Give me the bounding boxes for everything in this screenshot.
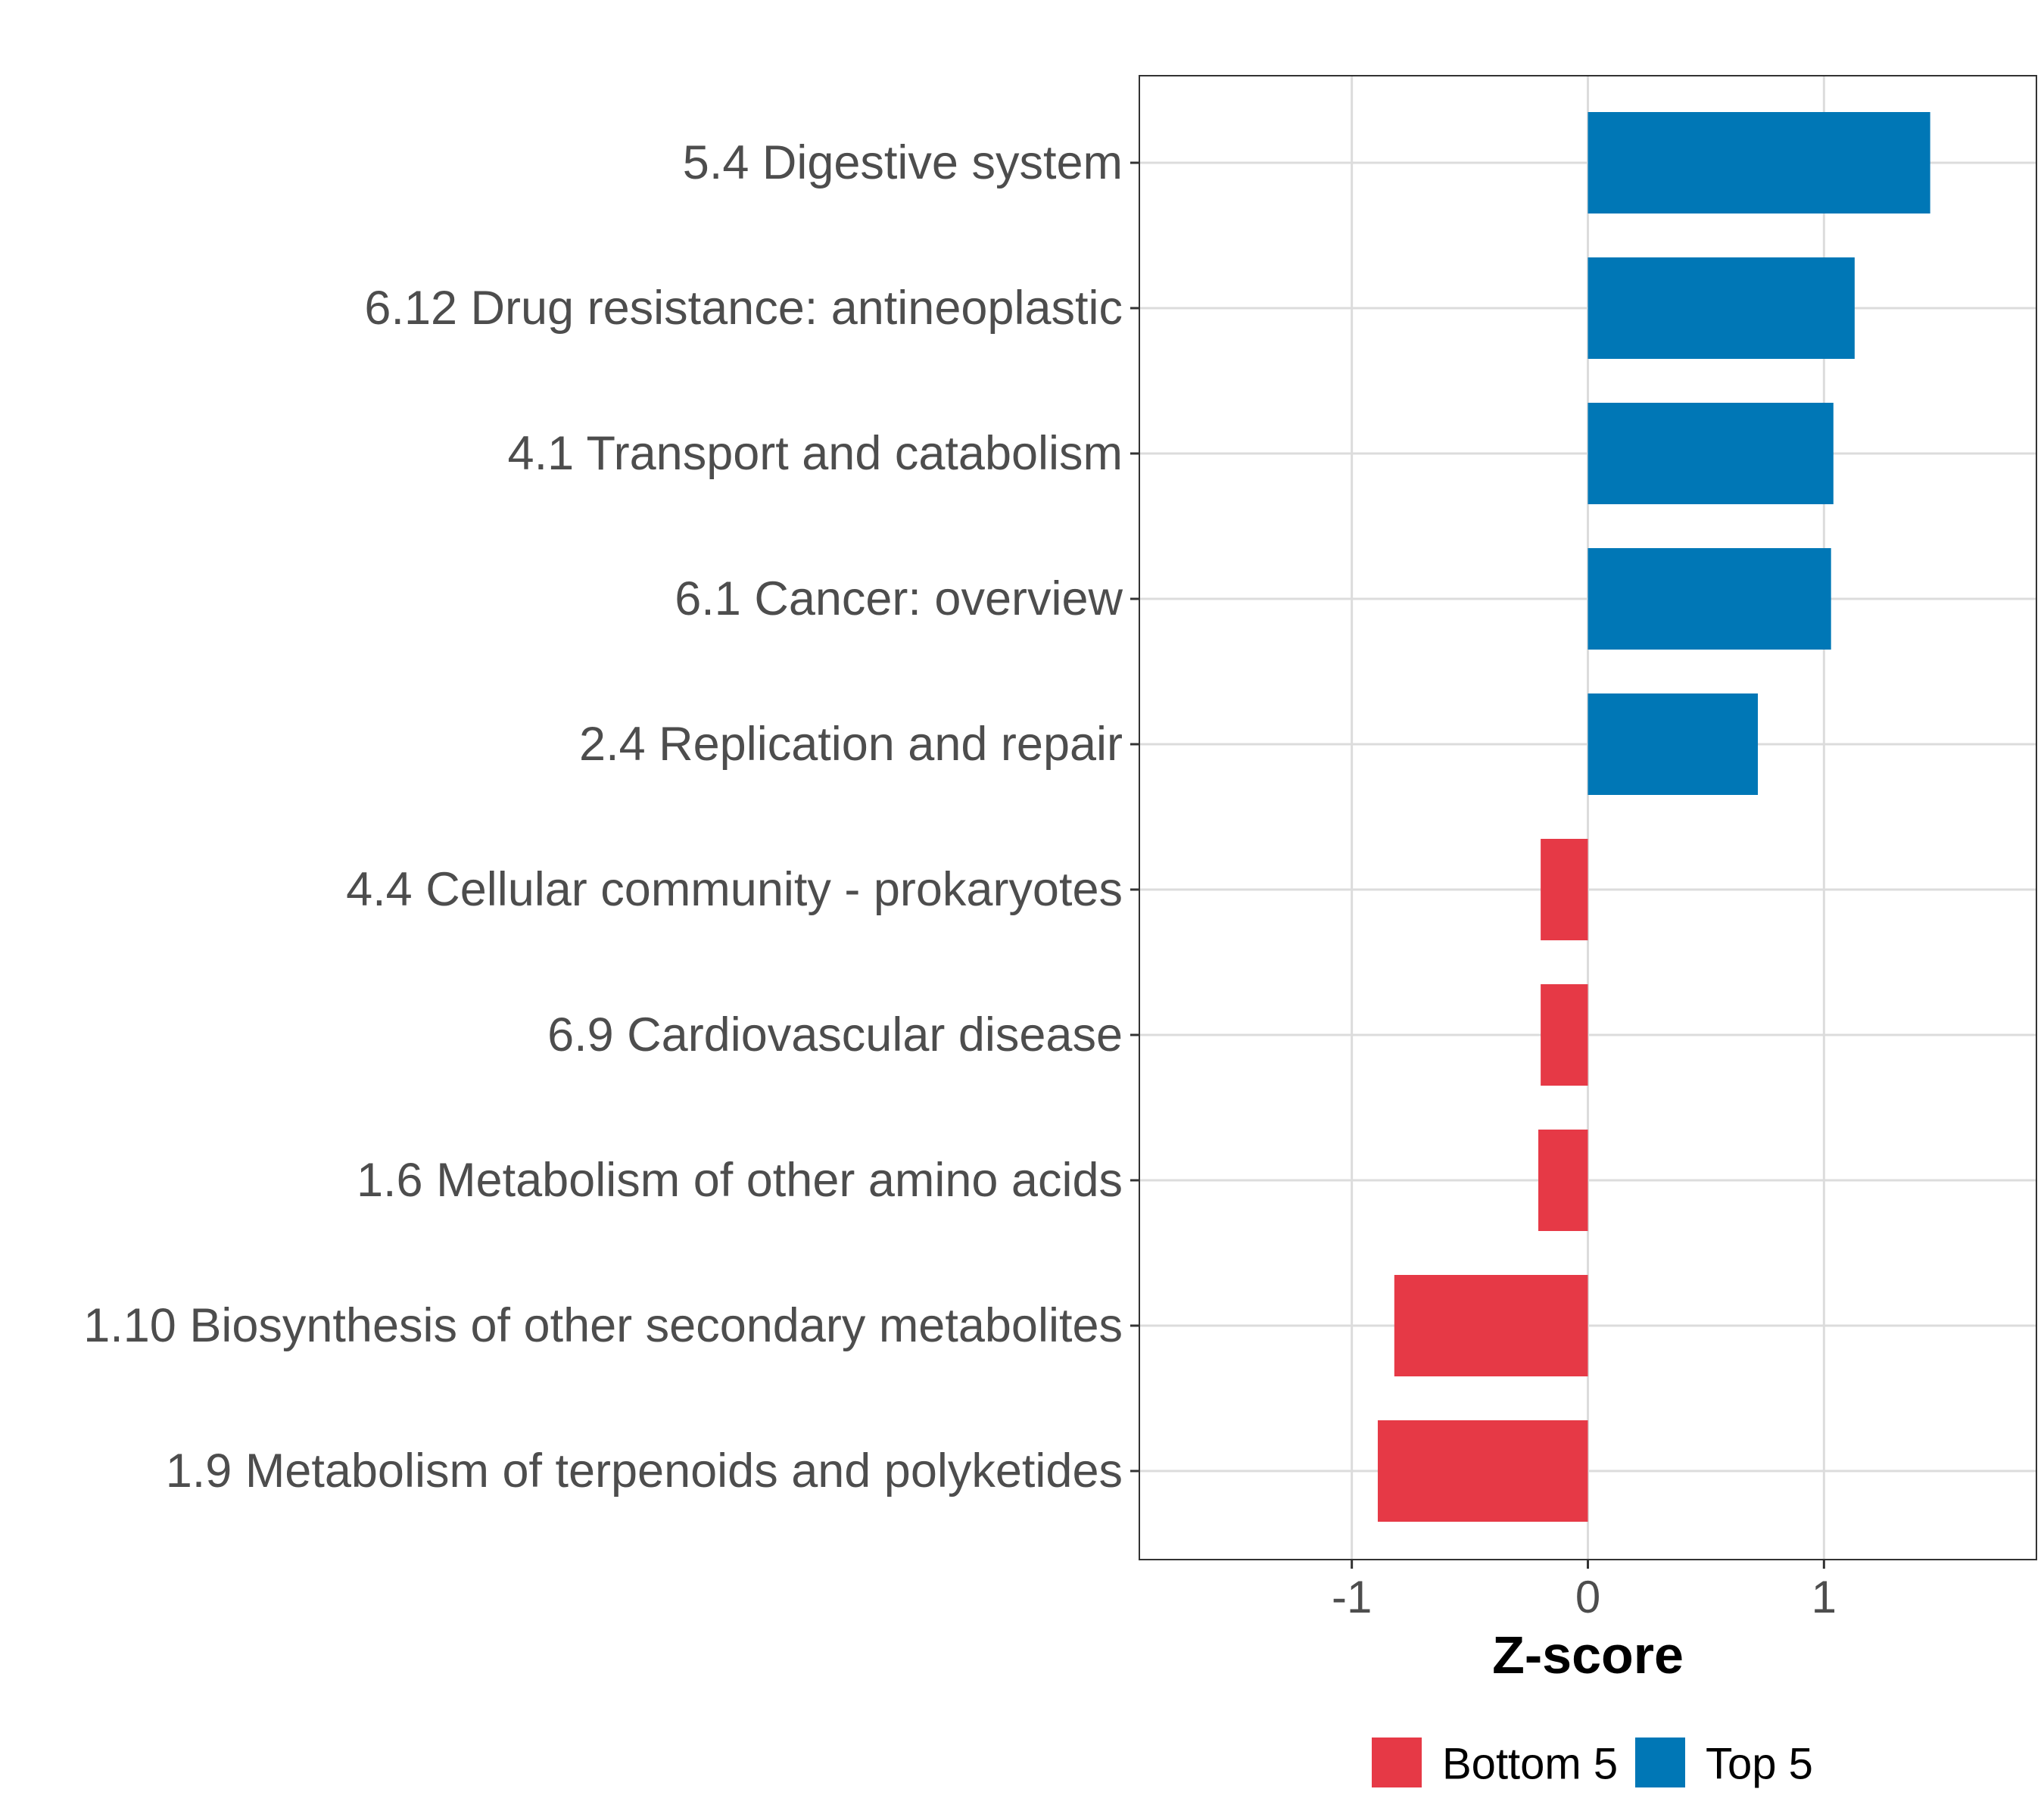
y-tick-label: 6.12 Drug resistance: antineoplastic xyxy=(364,282,1123,335)
legend-swatch xyxy=(1635,1738,1685,1787)
bars xyxy=(1377,112,1930,1522)
bar xyxy=(1377,1420,1588,1522)
bar xyxy=(1541,984,1588,1086)
y-axis: 5.4 Digestive system 6.12 Drug resistance… xyxy=(83,136,1139,1498)
y-tick-label: 1.9 Metabolism of terpenoids and polyket… xyxy=(166,1445,1123,1498)
bar xyxy=(1588,403,1834,504)
bar xyxy=(1588,693,1759,795)
x-tick-label: 1 xyxy=(1812,1572,1837,1622)
legend-label: Bottom 5 xyxy=(1442,1740,1618,1789)
y-tick-label: 5.4 Digestive system xyxy=(683,136,1123,189)
y-tick-label: 6.1 Cancer: overview xyxy=(675,572,1123,625)
bar xyxy=(1588,257,1855,359)
bar xyxy=(1588,112,1930,213)
x-tick-label: -1 xyxy=(1332,1572,1372,1622)
legend-label: Top 5 xyxy=(1706,1740,1813,1789)
y-tick-label: 6.9 Cardiovascular disease xyxy=(547,1008,1123,1061)
bar xyxy=(1541,839,1588,940)
x-axis-title: Z-score xyxy=(1492,1625,1684,1685)
y-tick-label: 1.10 Biosynthesis of other secondary met… xyxy=(83,1299,1123,1352)
y-tick-label: 4.4 Cellular community - prokaryotes xyxy=(346,863,1123,916)
bar xyxy=(1588,548,1831,650)
y-tick-label: 2.4 Replication and repair xyxy=(579,718,1123,771)
legend-swatch xyxy=(1372,1738,1422,1787)
x-tick-label: 0 xyxy=(1575,1572,1600,1622)
legend: Bottom 5 Top 5 xyxy=(1372,1738,1813,1789)
y-tick-label: 1.6 Metabolism of other amino acids xyxy=(357,1154,1123,1207)
bar xyxy=(1538,1130,1588,1231)
bar xyxy=(1394,1275,1588,1376)
y-tick-label: 4.1 Transport and catabolism xyxy=(508,427,1123,480)
x-axis: -1 0 1 xyxy=(1332,1560,1837,1622)
